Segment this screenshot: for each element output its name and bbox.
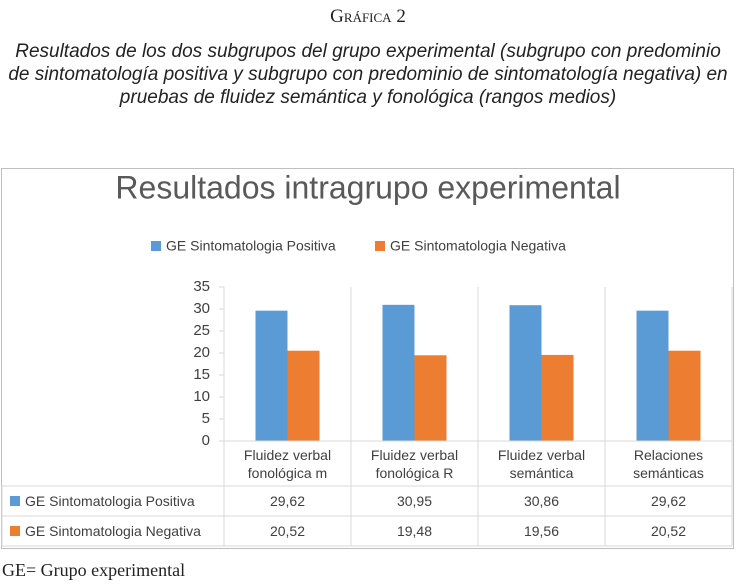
table-row-header: GE Sintomatologia Positiva — [4, 486, 222, 516]
row-label: GE Sintomatologia Negativa — [25, 523, 201, 539]
table-value: 30,95 — [396, 493, 433, 509]
caption: Resultados de los dos subgrupos del grup… — [8, 41, 728, 108]
category-label: Relaciones semánticas — [633, 446, 704, 481]
y-tick-label: 5 — [202, 410, 210, 427]
y-tick-label: 25 — [193, 322, 210, 339]
chart-border — [1, 168, 734, 549]
row-label: GE Sintomatologia Positiva — [25, 493, 195, 509]
table-value: 29,62 — [269, 493, 306, 509]
bar — [636, 310, 669, 441]
bar — [509, 305, 542, 441]
table-value: 30,86 — [523, 493, 560, 509]
bar — [287, 350, 320, 441]
table-value: 20,52 — [650, 523, 687, 539]
y-tick-label: 20 — [193, 344, 210, 361]
y-tick-label: 10 — [193, 388, 210, 405]
y-tick-label: 0 — [202, 432, 210, 449]
legend-key — [10, 496, 20, 506]
table-value: 19,48 — [396, 523, 433, 539]
table-value: 19,56 — [523, 523, 560, 539]
table-row-header: GE Sintomatologia Negativa — [4, 516, 222, 546]
y-tick-label: 35 — [193, 278, 210, 295]
bar — [668, 350, 701, 441]
y-tick-label: 30 — [193, 300, 210, 317]
category-label: Fluidez verbal fonológica m — [243, 446, 332, 481]
figure-label: Gráfica 2 — [330, 6, 406, 27]
bar — [414, 355, 447, 441]
legend-label: GE Sintomatologia Positiva — [166, 238, 336, 254]
legend-label: GE Sintomatologia Negativa — [390, 238, 566, 254]
bar — [541, 354, 574, 441]
legend-key — [375, 241, 385, 251]
category-label: Fluidez verbal fonológica R — [370, 446, 459, 481]
chart-title: Resultados intragrupo experimental — [115, 169, 620, 205]
table-value: 20,52 — [269, 523, 306, 539]
y-tick-label: 15 — [193, 366, 210, 383]
table-value: 29,62 — [650, 493, 687, 509]
footnote: GE= Grupo experimental — [2, 560, 186, 580]
category-label: Fluidez verbal semántica — [497, 446, 586, 481]
legend-key — [10, 526, 20, 536]
bar — [382, 304, 415, 441]
legend-key — [151, 241, 161, 251]
bar — [255, 310, 288, 441]
